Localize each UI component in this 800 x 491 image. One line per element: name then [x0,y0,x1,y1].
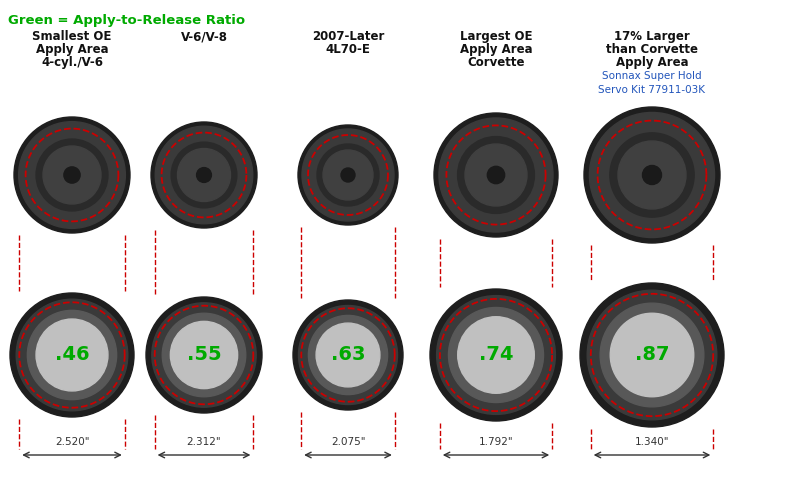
Circle shape [465,144,527,206]
Circle shape [610,133,694,217]
Text: Smallest OE: Smallest OE [32,30,112,43]
Circle shape [155,126,253,224]
Text: 2.075": 2.075" [330,437,366,447]
Circle shape [618,141,686,209]
Text: than Corvette: than Corvette [606,43,698,56]
Text: 1.340": 1.340" [634,437,670,447]
Circle shape [64,167,80,183]
Circle shape [146,297,262,413]
Circle shape [302,129,394,221]
Circle shape [10,293,134,417]
Circle shape [197,167,211,183]
Circle shape [36,139,108,211]
Circle shape [16,299,128,411]
Circle shape [580,283,724,427]
Text: 2.312": 2.312" [186,437,222,447]
Circle shape [458,136,534,214]
Circle shape [434,113,558,237]
Circle shape [162,313,246,397]
Circle shape [341,168,355,182]
Text: .74: .74 [478,346,514,364]
Circle shape [587,290,717,420]
Text: 17% Larger: 17% Larger [614,30,690,43]
Circle shape [437,296,555,414]
Circle shape [298,125,398,225]
Text: 2.520": 2.520" [54,437,90,447]
Circle shape [308,315,388,395]
Text: Corvette: Corvette [467,56,525,69]
Circle shape [439,118,553,232]
Circle shape [316,323,380,387]
Circle shape [298,305,398,405]
Circle shape [584,107,720,243]
Circle shape [323,150,373,200]
Circle shape [27,310,117,400]
Circle shape [449,307,543,403]
Circle shape [317,144,379,206]
Text: 1.792": 1.792" [478,437,514,447]
Circle shape [171,142,237,208]
Circle shape [14,117,130,233]
Circle shape [178,148,230,201]
Text: 2007-Later: 2007-Later [312,30,384,43]
Text: .55: .55 [186,346,222,364]
Circle shape [293,300,403,410]
Circle shape [36,319,108,391]
Text: Sonnax Super Hold
Servo Kit 77911-03K: Sonnax Super Hold Servo Kit 77911-03K [598,71,706,95]
Circle shape [458,317,534,393]
Circle shape [170,322,238,389]
Text: .46: .46 [54,346,90,364]
Circle shape [430,289,562,421]
Text: V-6/V-8: V-6/V-8 [181,30,227,43]
Circle shape [43,146,101,204]
Text: Green = Apply-to-Release Ratio: Green = Apply-to-Release Ratio [8,14,245,27]
Text: .63: .63 [330,346,366,364]
Text: Largest OE: Largest OE [460,30,532,43]
Circle shape [590,112,714,238]
Text: Apply Area: Apply Area [616,56,688,69]
Circle shape [610,313,694,397]
Text: 4-cyl./V-6: 4-cyl./V-6 [41,56,103,69]
Circle shape [600,303,704,407]
Circle shape [152,303,256,407]
Circle shape [18,122,126,228]
Text: .87: .87 [634,346,670,364]
Circle shape [151,122,257,228]
Circle shape [642,165,662,185]
Circle shape [487,166,505,184]
Text: Apply Area: Apply Area [36,43,108,56]
Text: Apply Area: Apply Area [460,43,532,56]
Text: 4L70-E: 4L70-E [326,43,370,56]
